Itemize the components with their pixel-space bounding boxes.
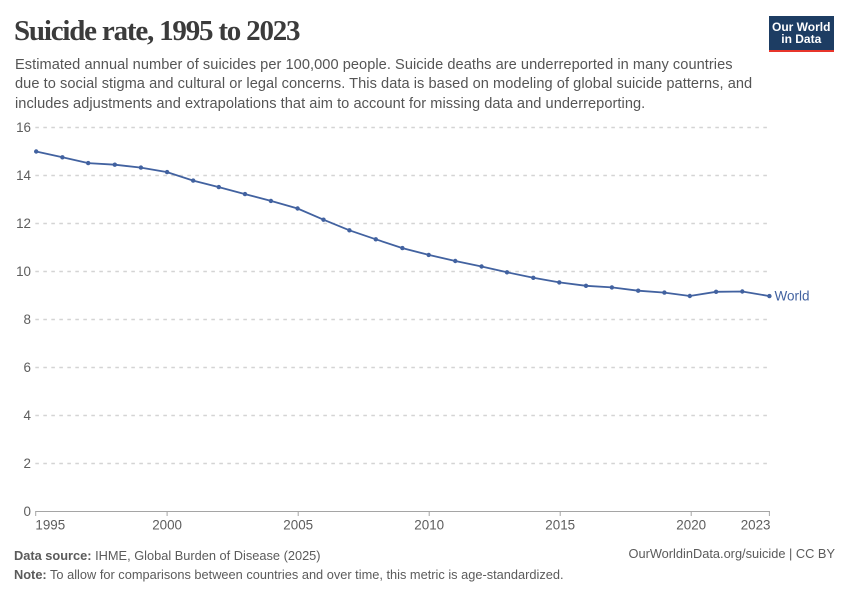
svg-text:10: 10 <box>16 264 31 279</box>
svg-text:2005: 2005 <box>283 518 313 533</box>
svg-text:2: 2 <box>24 456 31 471</box>
svg-text:2015: 2015 <box>545 518 575 533</box>
svg-text:2023: 2023 <box>741 518 771 533</box>
svg-text:2020: 2020 <box>676 518 706 533</box>
svg-text:4: 4 <box>24 408 32 423</box>
svg-text:2000: 2000 <box>152 518 182 533</box>
svg-text:World: World <box>775 289 810 304</box>
svg-text:6: 6 <box>24 360 31 375</box>
svg-text:16: 16 <box>16 120 31 135</box>
svg-text:0: 0 <box>24 504 31 519</box>
svg-text:14: 14 <box>16 168 31 183</box>
svg-text:2010: 2010 <box>414 518 444 533</box>
svg-text:12: 12 <box>16 216 31 231</box>
svg-text:1995: 1995 <box>35 518 65 533</box>
svg-text:8: 8 <box>24 312 31 327</box>
